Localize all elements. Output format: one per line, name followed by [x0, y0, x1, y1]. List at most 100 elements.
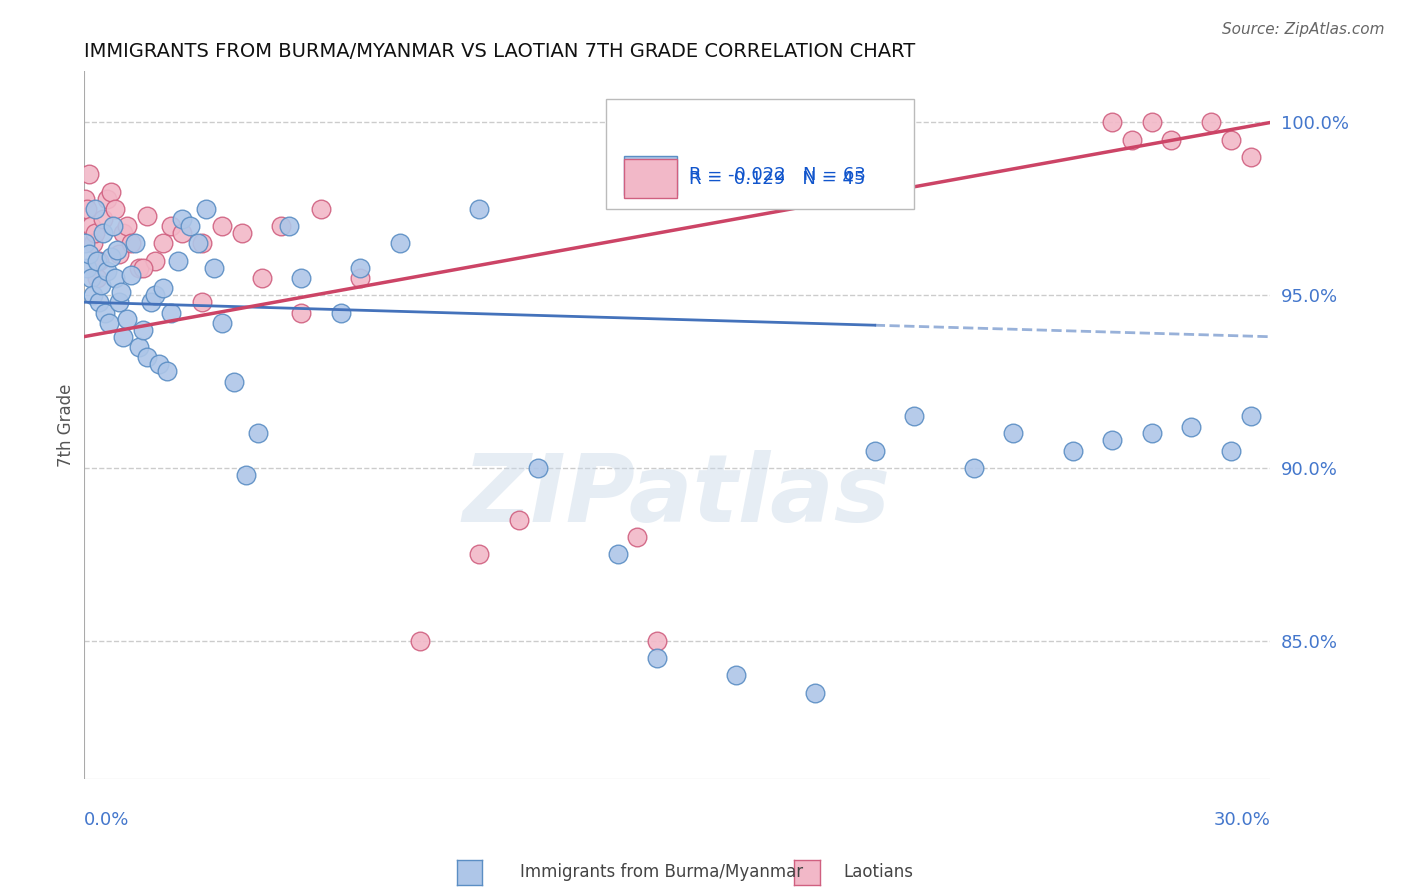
Point — [804, 686, 827, 700]
Point — [409, 633, 432, 648]
Point — [1180, 419, 1202, 434]
Point — [132, 323, 155, 337]
Point — [79, 167, 101, 181]
Point — [527, 461, 550, 475]
Text: ZIPatlas: ZIPatlas — [463, 450, 891, 541]
Point — [96, 192, 118, 206]
Point — [108, 295, 131, 310]
Point — [75, 236, 97, 251]
Point — [1199, 115, 1222, 129]
Point — [309, 202, 332, 216]
Point — [82, 288, 104, 302]
Text: Laotians: Laotians — [844, 863, 914, 881]
Point — [148, 357, 170, 371]
Point — [222, 375, 245, 389]
Point — [626, 530, 648, 544]
Y-axis label: 7th Grade: 7th Grade — [58, 384, 75, 467]
Point — [290, 271, 312, 285]
Text: 30.0%: 30.0% — [1213, 811, 1271, 829]
Point — [90, 277, 112, 292]
Point — [112, 329, 135, 343]
Point — [329, 305, 352, 319]
Point — [863, 443, 886, 458]
Point — [100, 250, 122, 264]
Point — [191, 236, 214, 251]
Point — [128, 260, 150, 275]
Point — [143, 253, 166, 268]
Point — [211, 219, 233, 234]
Point — [108, 247, 131, 261]
Point — [104, 271, 127, 285]
Point — [152, 281, 174, 295]
Point — [172, 226, 194, 240]
Point — [270, 219, 292, 234]
Point — [508, 513, 530, 527]
Text: 0.0%: 0.0% — [83, 811, 129, 829]
Point — [903, 409, 925, 424]
Point — [250, 271, 273, 285]
Point — [86, 271, 108, 285]
Point — [84, 226, 107, 240]
Point — [103, 219, 125, 234]
Point — [1239, 409, 1261, 424]
Text: R =  0.129   N = 45: R = 0.129 N = 45 — [689, 169, 865, 187]
Point — [1062, 443, 1084, 458]
Point — [86, 253, 108, 268]
Point — [1239, 150, 1261, 164]
Point — [152, 236, 174, 251]
Point — [135, 351, 157, 365]
Text: IMMIGRANTS FROM BURMA/MYANMAR VS LAOTIAN 7TH GRADE CORRELATION CHART: IMMIGRANTS FROM BURMA/MYANMAR VS LAOTIAN… — [83, 42, 915, 61]
Point — [132, 260, 155, 275]
Text: Source: ZipAtlas.com: Source: ZipAtlas.com — [1222, 22, 1385, 37]
Point — [80, 219, 103, 234]
Point — [468, 202, 491, 216]
Point — [100, 185, 122, 199]
Point — [235, 467, 257, 482]
Point — [120, 236, 142, 251]
Point — [124, 236, 146, 251]
Point — [110, 285, 132, 299]
Point — [105, 244, 128, 258]
Point — [202, 260, 225, 275]
Point — [1121, 133, 1143, 147]
Point — [187, 236, 209, 251]
Point — [82, 236, 104, 251]
Point — [645, 651, 668, 665]
Point — [1101, 115, 1123, 129]
FancyBboxPatch shape — [606, 99, 914, 209]
Point — [1160, 133, 1182, 147]
Point — [80, 271, 103, 285]
Point — [606, 548, 628, 562]
Point — [98, 316, 121, 330]
Point — [211, 316, 233, 330]
Point — [96, 264, 118, 278]
Point — [1101, 434, 1123, 448]
Point — [1140, 115, 1163, 129]
Point — [159, 305, 181, 319]
Bar — [623, 159, 676, 198]
Point — [89, 295, 111, 310]
Point — [91, 226, 114, 240]
Point — [179, 219, 201, 234]
Point — [191, 295, 214, 310]
Point — [76, 202, 98, 216]
Point — [104, 202, 127, 216]
Point — [278, 219, 301, 234]
Point — [389, 236, 412, 251]
Text: R = -0.022   N = 63: R = -0.022 N = 63 — [689, 166, 866, 184]
Point — [76, 260, 98, 275]
Point — [725, 668, 748, 682]
Point — [1219, 133, 1241, 147]
Point — [91, 212, 114, 227]
Point — [963, 461, 986, 475]
Bar — [623, 156, 676, 194]
Point — [159, 219, 181, 234]
Point — [231, 226, 253, 240]
Point — [167, 253, 190, 268]
Point — [468, 548, 491, 562]
Point — [112, 226, 135, 240]
Point — [143, 288, 166, 302]
Point — [172, 212, 194, 227]
Point — [115, 219, 138, 234]
Text: Immigrants from Burma/Myanmar: Immigrants from Burma/Myanmar — [520, 863, 803, 881]
